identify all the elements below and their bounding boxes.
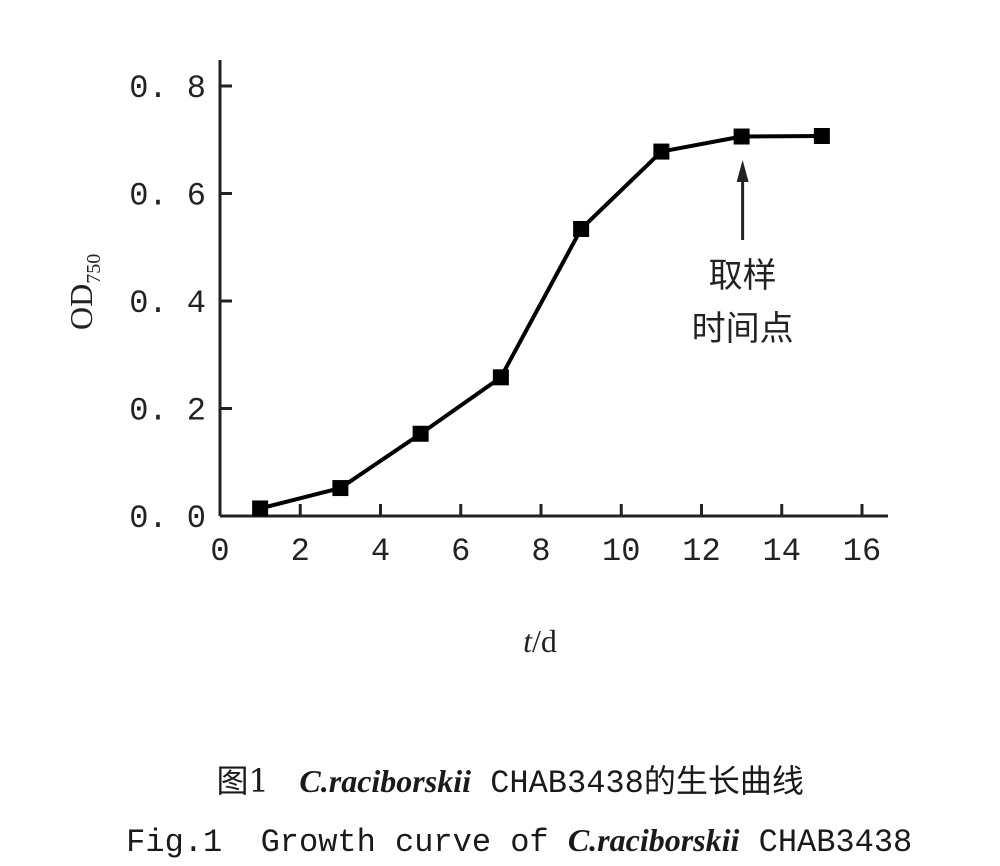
caption-cn-text: CHAB3438的生长曲线 [470,765,804,802]
data-point-marker [412,425,429,442]
x-tick-label: 0 [210,533,229,570]
caption-en-suffix: CHAB3438 [739,824,913,861]
series-line [259,133,822,511]
data-point-marker [332,480,349,497]
annotation-arrow-head [736,160,749,182]
y-tick-label: 0. 8 [129,70,206,107]
caption-chinese: 图1 C.raciborskii CHAB3438的生长曲线 [0,718,1000,802]
data-point-marker [733,128,750,145]
x-tick-label: 4 [371,533,390,570]
y-axis-label: OD750 [63,254,105,330]
x-tick-label: 6 [451,533,470,570]
y-tick-label: 0. 6 [129,178,206,215]
x-tick-label: 12 [682,533,720,570]
y-tick-label: 0. 0 [129,500,206,537]
data-point-marker [813,127,830,144]
x-tick-label: 8 [531,533,550,570]
y-tick-label: 0. 4 [129,285,206,322]
x-tick-label: 10 [602,533,640,570]
caption-en-species: C.raciborskii [567,822,740,858]
data-point-marker [573,220,590,237]
x-tick-label: 14 [763,533,801,570]
x-axis-label: t/d [523,623,557,659]
annotation-label-line2: 时间点 [692,309,794,349]
data-point-marker [252,500,269,517]
caption-cn-figure-number: 图1 [216,762,269,800]
caption-english: Fig.1 Growth curve of C.raciborskii CHAB… [0,785,1000,861]
data-point-marker [653,143,670,160]
annotation-label-line1: 取样 [709,256,777,296]
caption-cn-species: C.raciborskii [299,763,471,799]
x-tick-label: 16 [843,533,881,570]
y-tick-label: 0. 2 [129,393,206,430]
caption-en-text: Fig.1 Growth curve of [126,824,568,861]
data-point-marker [492,369,509,386]
x-tick-label: 2 [291,533,310,570]
